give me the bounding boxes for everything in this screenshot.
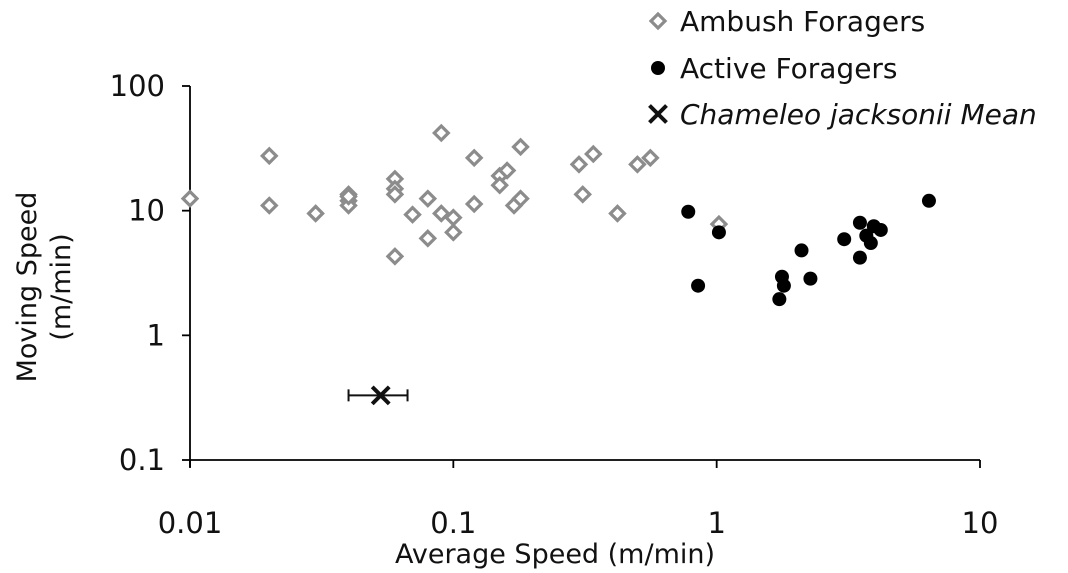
active-forager-point xyxy=(852,250,867,265)
y-tick-label: 0.1 xyxy=(119,443,165,477)
ambush-forager-point xyxy=(464,194,484,214)
active-forager-point xyxy=(873,222,888,237)
ambush-forager-point xyxy=(180,189,200,208)
ambush-forager-point xyxy=(497,161,517,180)
active-forager-point xyxy=(772,292,787,307)
ambush-forager-point xyxy=(385,247,405,266)
ambush-forager-point xyxy=(260,196,279,215)
legend-item: Active Foragers xyxy=(651,52,898,85)
y-axis-title: Moving Speed xyxy=(12,192,43,383)
active-forager-point xyxy=(803,271,818,286)
active-forager-point xyxy=(681,204,696,219)
active-forager-point xyxy=(776,278,791,293)
x-tick-label: 10 xyxy=(962,506,999,540)
axes: 0.01 0.1 1 10 0.1 1 10 100 Average Speed (m/min)… xyxy=(12,69,998,570)
ambush-forager-point xyxy=(464,148,484,168)
series-ambush-foragers xyxy=(180,123,729,266)
ambush-forager-point xyxy=(385,185,405,204)
x-marker-stroke xyxy=(648,104,668,124)
ambush-forager-point xyxy=(490,175,509,195)
ambush-forager-point xyxy=(511,137,530,157)
data-points xyxy=(180,123,936,406)
x-tick-label: 1 xyxy=(707,506,725,540)
x-axis-title: Average Speed (m/min) xyxy=(395,539,715,570)
legend-item: Chameleo jacksonii Mean xyxy=(648,98,1037,131)
active-forager-point xyxy=(837,232,852,247)
legend-marker-x xyxy=(648,104,668,124)
ambush-forager-point xyxy=(511,189,530,208)
ambush-forager-point xyxy=(260,146,279,166)
ambush-forager-point xyxy=(641,148,660,168)
ambush-forager-point xyxy=(628,155,647,174)
active-forager-point xyxy=(863,236,878,251)
ambush-forager-point xyxy=(608,204,627,223)
y-axis-title-units: (m/min) xyxy=(46,233,77,340)
x-tick-label: 0.01 xyxy=(158,506,223,540)
active-forager-point xyxy=(691,278,706,293)
legend-label: Active Foragers xyxy=(680,52,898,85)
active-forager-point xyxy=(921,193,936,208)
active-forager-point xyxy=(794,243,809,258)
ambush-forager-point xyxy=(573,185,592,204)
series-chameleo-jacksonii-mean xyxy=(347,385,409,406)
ambush-forager-point xyxy=(306,204,325,223)
legend-marker-circle xyxy=(651,61,665,75)
y-tick-label: 100 xyxy=(110,69,165,103)
legend-label: Ambush Foragers xyxy=(680,5,925,38)
active-forager-point xyxy=(852,215,867,230)
ambush-forager-point xyxy=(584,144,603,164)
active-forager-point xyxy=(711,225,726,240)
ambush-forager-point xyxy=(432,123,451,143)
series-active-foragers xyxy=(681,193,936,307)
legend-item: Ambush Foragers xyxy=(648,5,925,38)
x-tick-label: 0.1 xyxy=(430,506,476,540)
x-marker-stroke xyxy=(370,385,391,406)
y-tick-label: 1 xyxy=(147,318,165,352)
chameleo-mean-point xyxy=(370,385,391,406)
y-tick-label: 10 xyxy=(128,194,165,228)
ambush-forager-point xyxy=(418,229,438,248)
legend-marker-diamond xyxy=(648,11,668,31)
ambush-forager-point xyxy=(569,155,589,174)
ambush-forager-point xyxy=(403,205,422,224)
legend-label: Chameleo jacksonii Mean xyxy=(680,98,1037,131)
legend: Ambush Foragers Active Foragers Chameleo j… xyxy=(648,5,1037,131)
ambush-forager-point xyxy=(339,187,358,206)
ambush-forager-point xyxy=(418,189,438,208)
ambush-forager-point xyxy=(444,223,463,242)
